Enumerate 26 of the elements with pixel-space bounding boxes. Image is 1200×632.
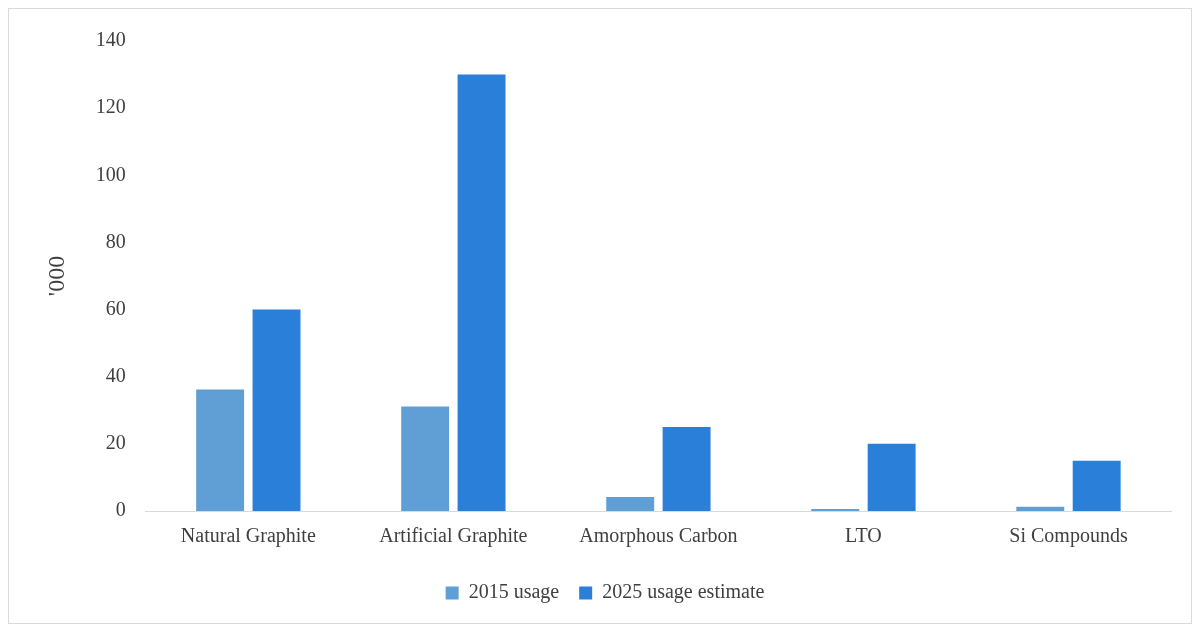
y-tick-label: 60 [105, 296, 126, 319]
y-tick-label: 0 [115, 498, 126, 521]
x-tick-label: Amorphous Carbon [579, 524, 738, 548]
bar [606, 496, 655, 511]
bar [196, 389, 245, 511]
x-tick-label: Si Compounds [1009, 524, 1128, 548]
bar [867, 443, 916, 511]
legend-label: 2025 usage estimate [602, 580, 765, 604]
x-tick-label: Natural Graphite [180, 524, 316, 548]
y-tick-label: 100 [95, 162, 126, 185]
bar [401, 406, 450, 511]
y-tick-label: 40 [105, 363, 126, 386]
bar [811, 508, 860, 511]
bar [457, 74, 506, 511]
y-tick-label: 20 [105, 431, 126, 454]
y-tick-label: 80 [105, 229, 126, 252]
bar [662, 427, 711, 511]
bar [252, 309, 301, 511]
bar [1072, 460, 1121, 511]
y-tick-label: 140 [95, 28, 126, 51]
y-axis-title: '000 [42, 255, 69, 297]
bar [1016, 506, 1065, 511]
legend-label: 2015 usage [468, 580, 560, 604]
x-tick-label: Artificial Graphite [379, 524, 528, 548]
x-tick-label: LTO [845, 524, 882, 547]
y-tick-label: 120 [95, 95, 126, 118]
